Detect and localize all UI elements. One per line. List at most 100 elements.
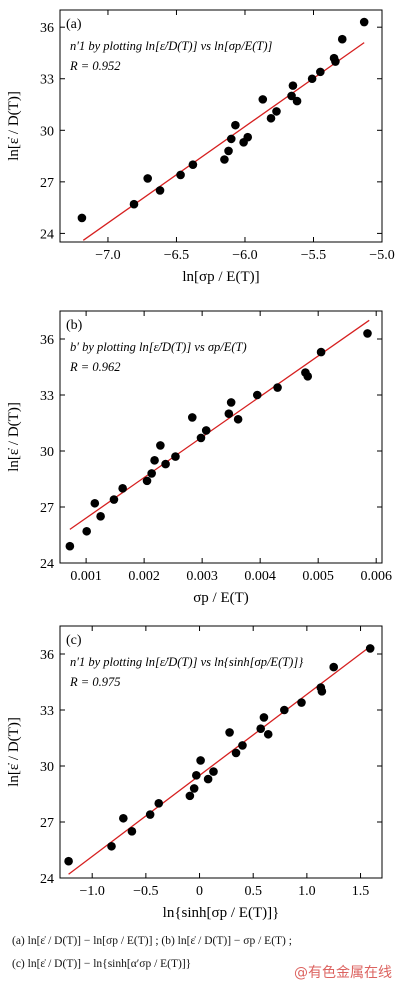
chart-1-r-value: R = 0.962 [69, 360, 120, 374]
chart-0-data-point [272, 107, 281, 116]
chart-0-data-point [292, 96, 302, 106]
chart-1-data-point [150, 456, 159, 465]
chart-2-y-tick-label: 24 [40, 872, 54, 887]
caption-line: (a) ln[ε̇ / D(T)] − ln[σp / E(T)] ; (b) … [12, 935, 292, 947]
chart-0-data-point [337, 34, 347, 44]
chart-0-y-axis-label: ln[ε̇ / D(T)] [6, 91, 22, 161]
chart-1-data-point [316, 347, 326, 357]
chart-1-plot-frame [59, 310, 383, 564]
chart-0-data-point [359, 17, 369, 27]
chart-1-x-tick-label: 0.003 [186, 569, 218, 584]
chart-0-plot-frame [59, 9, 383, 243]
chart-1-data-point [109, 495, 119, 504]
chart-2-data-point [119, 813, 128, 823]
chart-1-y-tick-label: 33 [40, 389, 54, 404]
chart-0-x-tick-label: −5.0 [369, 248, 394, 263]
figure-captions: (a) ln[ε̇ / D(T)] − ln[σp / E(T)] ; (b) … [12, 930, 397, 976]
chart-0-data-point [155, 186, 165, 195]
chart-2-data-point [256, 724, 266, 733]
chart-2-data-point [203, 774, 213, 784]
figure: −7.0 −6.5 −6.0 −5.5 −5.0 24 27 30 33 36 (a) n′1 by … [6, 9, 395, 921]
chart-1-x-axis-label: σp / E(T) [193, 590, 249, 606]
chart-2-data-point [365, 644, 375, 653]
chart-2-data-point [154, 799, 164, 808]
chart-0-x-tick-label: −5.5 [301, 248, 326, 263]
chart-1-data-point [96, 512, 105, 521]
chart-2-x-tick-label: 1.0 [298, 884, 316, 899]
chart-0-panel-label: (a) [66, 17, 82, 32]
chart-2-data-point [238, 741, 247, 750]
chart-1-data-point [118, 484, 127, 493]
chart-2-x-tick-label: 0 [196, 884, 203, 899]
watermark-text: @有色金属在线 [294, 965, 392, 981]
chart-0-y-tick-label: 33 [40, 73, 54, 88]
chart-1-y-tick-label: 27 [40, 501, 54, 516]
chart-2-r-value: R = 0.975 [69, 675, 120, 689]
chart-2-data-point [329, 662, 339, 672]
chart-0-data-point [307, 74, 317, 84]
chart-1-x-tick-label: 0.002 [128, 569, 160, 584]
chart-1-data-point [187, 413, 197, 422]
chart-1-annotation: b′ by plotting ln[ε̇/D(T)] vs σp/E(T) [70, 340, 247, 354]
chart-2-x-axis-label: ln{sinh[σp / E(T)]} [163, 905, 280, 921]
chart-1-data-point [363, 329, 372, 338]
chart-1-data-point [226, 398, 236, 407]
chart-2-x-tick-label: 0.5 [244, 884, 262, 899]
chart-0-annotation: n′1 by plotting ln[ε̇/D(T)] vs ln[σp/E(T… [70, 39, 273, 53]
chart-1-data-point [161, 459, 170, 469]
chart-0-group: −7.0 −6.5 −6.0 −5.5 −5.0 24 27 30 33 36 (a) n′1 by … [6, 9, 395, 285]
chart-0-x-tick-label: −7.0 [95, 248, 120, 263]
chart-1-data-point [303, 372, 313, 381]
caption-line: (c) ln[ε̇ / D(T)] − ln{sinh[α′σp / E(T)]… [12, 958, 192, 970]
chart-0-y-tick-label: 30 [40, 124, 54, 139]
chart-0-y-tick-label: 24 [40, 227, 54, 242]
chart-2-annotation: n′1 by plotting ln[ε̇/D(T)] vs ln{sinh[σ… [70, 655, 303, 669]
chart-0-x-tick-label: −6.5 [164, 248, 189, 263]
chart-1-data-point [90, 498, 100, 508]
chart-1-x-tick-label: 0.005 [302, 569, 334, 584]
chart-2-panel-label: (c) [66, 633, 82, 648]
chart-2-data-point [225, 728, 234, 737]
chart-2-y-tick-label: 27 [40, 816, 54, 831]
chart-0-data-point [266, 113, 276, 123]
chart-0-fit-line [82, 42, 365, 241]
chart-0-data-point [316, 67, 325, 77]
chart-2-data-point [189, 784, 199, 793]
chart-2-data-point [192, 771, 201, 780]
chart-2-data-point [280, 705, 289, 715]
chart-0-x-axis-label: ln[σp / E(T)] [182, 269, 259, 285]
chart-1-data-point [82, 526, 91, 536]
chart-0-data-point [226, 134, 236, 144]
chart-0-data-point [143, 174, 152, 183]
chart-2-data-point [297, 698, 306, 707]
chart-1-y-tick-label: 30 [40, 445, 54, 460]
chart-1-data-point [142, 476, 152, 486]
chart-2-x-tick-label: 1.5 [352, 884, 370, 899]
chart-1-panel-label: (b) [66, 318, 83, 333]
chart-0-data-point [243, 132, 253, 142]
chart-0-data-point [77, 213, 87, 223]
chart-1-data-point [65, 541, 75, 551]
chart-2-data-point [231, 748, 241, 758]
chart-0-data-point [231, 120, 240, 130]
chart-0-data-point [188, 160, 198, 169]
chart-0-data-point [288, 81, 298, 90]
chart-1-y-tick-label: 36 [40, 333, 54, 348]
chart-1-data-point [156, 441, 165, 450]
chart-0-data-point [129, 199, 139, 209]
chart-1-group: 0.001 0.002 0.003 0.004 0.005 0.006 24 27 30 33 36… [6, 310, 392, 606]
chart-1-data-point [171, 452, 180, 461]
chart-1-x-tick-label: 0.001 [70, 569, 102, 584]
chart-2-data-point [107, 841, 116, 851]
chart-1-y-tick-label: 24 [40, 557, 54, 572]
chart-2-x-tick-label: −0.5 [133, 884, 158, 899]
chart-2-data-point [209, 767, 218, 776]
chart-0-data-point [220, 155, 229, 164]
chart-1-x-tick-label: 0.004 [244, 569, 276, 584]
chart-1-data-point [201, 426, 211, 435]
chart-2-data-point [259, 713, 269, 722]
chart-2-data-point [145, 810, 155, 819]
chart-2-data-point [196, 756, 205, 765]
chart-2-group: −1.0 −0.5 0 0.5 1.0 1.5 24 27 30 33 36 (c) n′1 by pl… [6, 625, 383, 921]
chart-0-y-tick-label: 27 [40, 176, 54, 191]
